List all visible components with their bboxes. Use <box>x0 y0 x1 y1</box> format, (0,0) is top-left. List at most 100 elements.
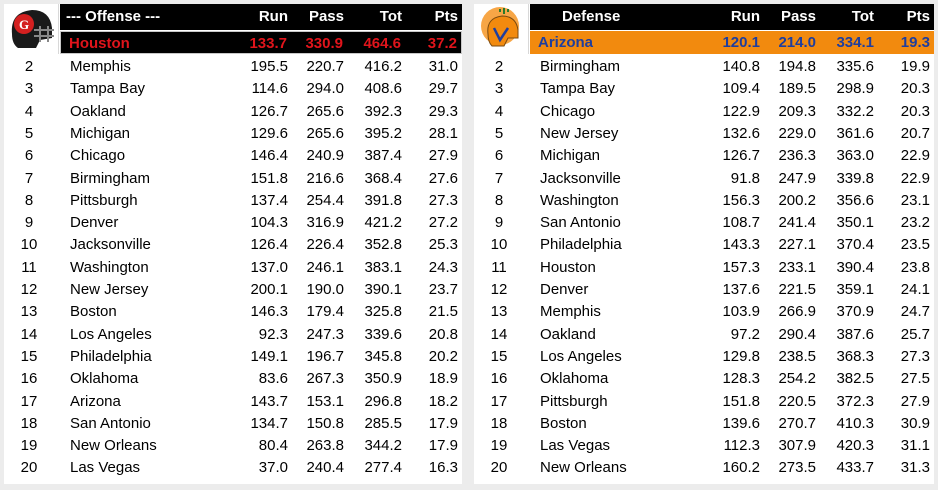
table-row: 19 New Orleans 80.4 263.8 344.2 17.9 <box>21 435 462 457</box>
pass-value: 196.7 <box>306 347 344 365</box>
defense-panel: Defense Run Pass Tot Pts Arizona 120.1 2… <box>474 4 934 484</box>
team-name: Chicago <box>70 147 126 165</box>
tot-value: 391.8 <box>364 191 402 209</box>
tot-value: 363.0 <box>836 147 874 165</box>
rank-value: 10 <box>20 236 38 254</box>
offense-top-row: Houston 133.7 330.9 464.6 37.2 <box>60 31 462 54</box>
tot-value: 277.4 <box>364 459 402 477</box>
rank-value: 13 <box>490 303 508 321</box>
pts-value: 20.8 <box>428 325 458 343</box>
tot-value: 339.8 <box>836 169 874 187</box>
pass-value: 150.8 <box>306 414 344 432</box>
team-name: Las Vegas <box>540 437 611 455</box>
run-value: 91.8 <box>730 169 760 187</box>
run-value: 103.9 <box>722 303 760 321</box>
run-value: 126.4 <box>250 236 288 254</box>
tot-value: 382.5 <box>836 370 874 388</box>
team-name: Houston <box>540 258 596 276</box>
tot-value: 370.9 <box>836 303 874 321</box>
rank-value: 16 <box>490 370 508 388</box>
table-row: 15 Philadelphia 149.1 196.7 345.8 20.2 <box>21 346 462 368</box>
rank-value: 14 <box>20 325 38 343</box>
team-name: Boston <box>70 303 117 321</box>
pass-value: 263.8 <box>306 437 344 455</box>
run-value: 149.1 <box>250 347 288 365</box>
table-row: 14 Los Angeles 92.3 247.3 339.6 20.8 <box>21 324 462 346</box>
run-value: 137.6 <box>722 281 760 298</box>
rank-value: 11 <box>21 258 37 276</box>
helmet-logo-icon: G <box>4 4 59 54</box>
tot-value: 296.8 <box>364 392 402 410</box>
defense-title: Defense <box>562 8 621 25</box>
pts-value: 19.9 <box>900 58 930 75</box>
rank-value: 6 <box>494 147 504 165</box>
run-value: 114.6 <box>251 80 288 98</box>
pts-value: 22.9 <box>900 169 930 187</box>
table-row: 5 Michigan 129.6 265.6 395.2 28.1 <box>25 123 462 145</box>
pass-value: 241.4 <box>778 214 816 232</box>
pass-value: 265.6 <box>306 124 344 142</box>
team-name: Birmingham <box>540 58 621 75</box>
run-header: Run <box>730 8 760 25</box>
table-row: 7 Birmingham 151.8 216.6 368.4 27.6 <box>25 168 462 190</box>
tot-value: 344.2 <box>364 437 402 455</box>
tot-value: 356.6 <box>836 191 874 209</box>
tot-value: 345.8 <box>364 347 402 365</box>
team-name: Pittsburgh <box>540 392 608 410</box>
rank-value: 3 <box>494 80 504 98</box>
team-name: Houston <box>69 35 130 52</box>
run-value: 140.8 <box>722 58 760 75</box>
pass-value: 220.5 <box>778 392 816 410</box>
pass-header: Pass <box>780 8 816 25</box>
pass-value: 294.0 <box>306 80 344 98</box>
run-value: 139.6 <box>722 414 760 432</box>
pts-value: 20.3 <box>900 80 930 98</box>
run-value: 157.3 <box>722 258 760 276</box>
run-value: 132.6 <box>722 124 760 142</box>
table-row: 9 San Antonio 108.7 241.4 350.1 23.2 <box>495 212 934 234</box>
tot-value: 410.3 <box>836 414 874 432</box>
tot-value: 420.3 <box>836 437 874 455</box>
pass-value: 290.4 <box>778 325 816 343</box>
team-name: Oklahoma <box>70 370 139 388</box>
table-row: 20 Las Vegas 37.0 240.4 277.4 16.3 <box>21 457 462 479</box>
pts-value: 27.2 <box>428 214 458 232</box>
run-value: 122.9 <box>722 102 760 120</box>
defense-top-row: Arizona 120.1 214.0 334.1 19.3 <box>530 31 934 54</box>
pts-header: Pts <box>434 8 458 25</box>
table-row: 3 Tampa Bay 109.4 189.5 298.9 20.3 <box>495 78 934 100</box>
team-name: Oakland <box>70 102 126 120</box>
run-value: 37.0 <box>258 459 288 477</box>
tot-value: 335.6 <box>836 58 874 75</box>
tot-value: 370.4 <box>836 236 874 254</box>
rank-value: 6 <box>24 147 34 165</box>
run-value: 151.8 <box>250 169 288 187</box>
table-row: 15 Los Angeles 129.8 238.5 368.3 27.3 <box>491 346 934 368</box>
team-name: Birmingham <box>70 169 151 187</box>
team-name: Jacksonville <box>540 169 621 187</box>
table-row: 18 Boston 139.6 270.7 410.3 30.9 <box>491 413 934 435</box>
team-name: Michigan <box>70 124 131 142</box>
pts-value: 20.7 <box>900 124 930 142</box>
pass-value: 216.6 <box>306 169 344 187</box>
team-name: Chicago <box>540 102 596 120</box>
run-value: 151.8 <box>722 392 760 410</box>
team-name: San Antonio <box>70 414 151 432</box>
cactus-helmet-logo-icon <box>474 4 529 54</box>
rank-value: 12 <box>490 281 508 298</box>
pass-value: 229.0 <box>778 124 816 142</box>
run-value: 129.8 <box>722 347 760 365</box>
run-value: 126.7 <box>722 147 760 165</box>
rank-value: 20 <box>490 459 508 477</box>
pass-value: 240.4 <box>306 459 344 477</box>
pass-value: 200.2 <box>778 191 816 209</box>
tot-value: 352.8 <box>364 236 402 254</box>
run-value: 146.4 <box>250 147 288 165</box>
run-value: 126.7 <box>250 102 288 120</box>
table-row: 11 Houston 157.3 233.1 390.4 23.8 <box>491 257 934 279</box>
run-value: 156.3 <box>722 191 760 209</box>
rank-value: 2 <box>494 58 504 75</box>
team-name: San Antonio <box>540 214 621 232</box>
run-value: 160.2 <box>722 459 760 477</box>
tot-value: 359.1 <box>836 281 874 298</box>
